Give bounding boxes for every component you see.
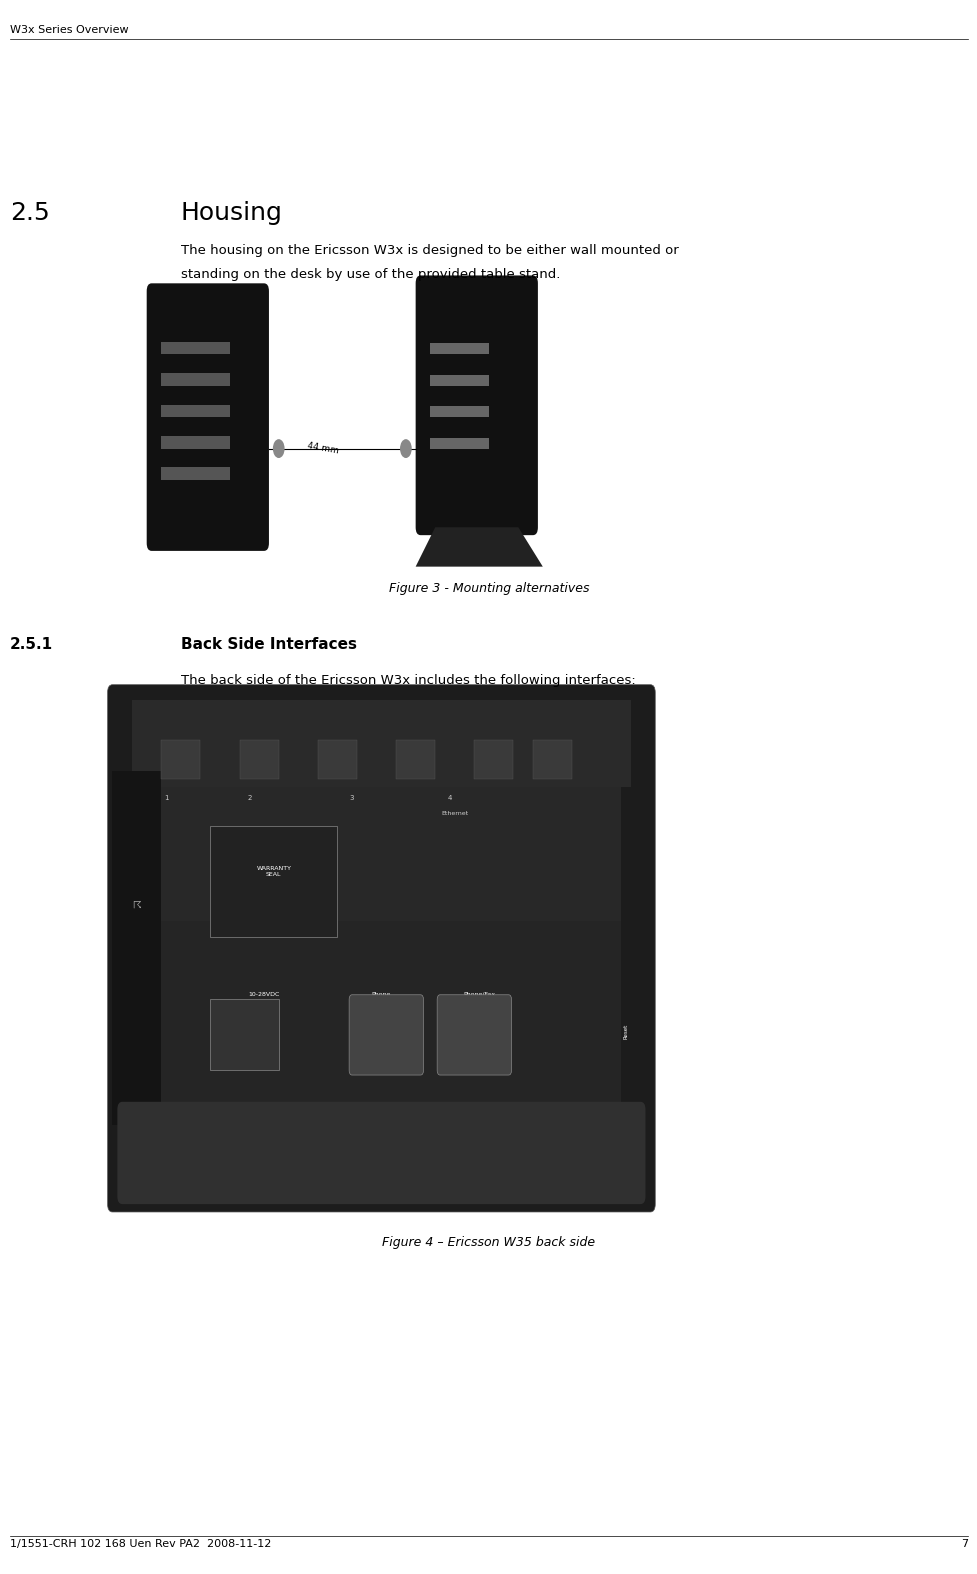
Text: Ethernet: Ethernet <box>441 811 468 815</box>
Bar <box>112 268 650 567</box>
Text: 1/1551-CRH 102 168 Uen Rev PA2  2008-11-12: 1/1551-CRH 102 168 Uen Rev PA2 2008-11-1… <box>10 1539 271 1549</box>
Bar <box>161 373 230 386</box>
Text: 10-28VDC: 10-28VDC <box>248 992 279 996</box>
FancyBboxPatch shape <box>349 995 423 1075</box>
Bar <box>210 999 278 1070</box>
FancyBboxPatch shape <box>147 283 269 551</box>
Text: 1: 1 <box>164 795 168 801</box>
Text: Phone: Phone <box>371 992 391 996</box>
Text: 3: 3 <box>350 795 354 801</box>
Bar <box>161 436 230 449</box>
Text: ☈: ☈ <box>133 900 141 910</box>
Bar <box>430 375 488 386</box>
Text: The back side of the Ericsson W3x includes the following interfaces:: The back side of the Ericsson W3x includ… <box>181 674 635 686</box>
Bar <box>132 700 630 787</box>
Bar <box>396 740 435 779</box>
Bar <box>161 467 230 480</box>
Bar <box>161 342 230 354</box>
Bar <box>430 343 488 354</box>
Bar <box>161 787 620 1062</box>
Text: 2: 2 <box>247 795 251 801</box>
Polygon shape <box>415 527 542 567</box>
FancyBboxPatch shape <box>437 995 511 1075</box>
FancyBboxPatch shape <box>117 1102 645 1204</box>
FancyBboxPatch shape <box>107 685 655 1212</box>
Text: Housing: Housing <box>181 201 282 225</box>
FancyBboxPatch shape <box>415 275 537 535</box>
Bar <box>532 740 572 779</box>
Text: WARRANTY
SEAL: WARRANTY SEAL <box>256 866 291 877</box>
Text: W3x Series Overview: W3x Series Overview <box>10 25 128 35</box>
Text: 2.5.1: 2.5.1 <box>10 637 53 653</box>
Bar <box>239 740 278 779</box>
Text: Phone/Fax: Phone/Fax <box>463 992 494 996</box>
Bar <box>161 405 230 417</box>
Text: Reset: Reset <box>622 1023 628 1039</box>
Text: The housing on the Ericsson W3x is designed to be either wall mounted or: The housing on the Ericsson W3x is desig… <box>181 244 678 257</box>
Bar <box>210 826 337 937</box>
Text: Figure 3 - Mounting alternatives: Figure 3 - Mounting alternatives <box>388 582 589 595</box>
Circle shape <box>273 439 284 458</box>
Bar <box>474 740 513 779</box>
Text: 4: 4 <box>447 795 451 801</box>
Bar <box>161 921 620 1110</box>
Text: standing on the desk by use of the provided table stand.: standing on the desk by use of the provi… <box>181 268 560 280</box>
Text: 2.5: 2.5 <box>10 201 50 225</box>
Text: Figure 4 – Ericsson W35 back side: Figure 4 – Ericsson W35 back side <box>382 1236 595 1248</box>
Bar <box>318 740 357 779</box>
Bar <box>430 438 488 449</box>
Circle shape <box>400 439 411 458</box>
Bar <box>430 406 488 417</box>
Text: 44 mm: 44 mm <box>306 441 339 456</box>
Bar <box>112 771 161 1125</box>
Text: Back Side Interfaces: Back Side Interfaces <box>181 637 357 653</box>
Text: 7: 7 <box>960 1539 967 1549</box>
Bar <box>161 740 200 779</box>
